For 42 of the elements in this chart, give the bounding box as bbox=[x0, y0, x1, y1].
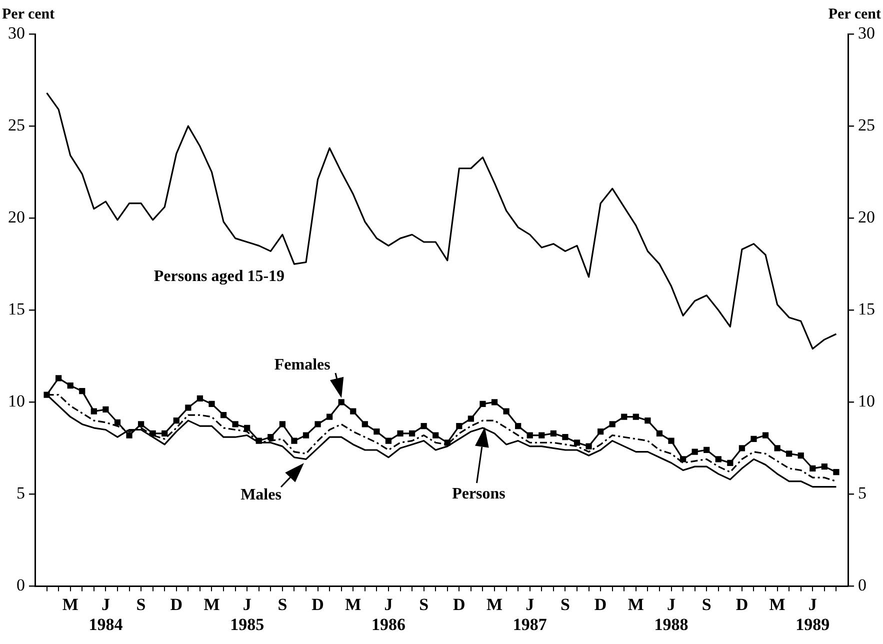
x-tick-label: M bbox=[628, 594, 644, 614]
x-tick-label: S bbox=[702, 594, 712, 614]
x-tick-label: S bbox=[136, 594, 146, 614]
annotation: Males bbox=[240, 486, 282, 504]
y-axis-title: Per cent bbox=[2, 6, 55, 22]
y-tick-label: 30 bbox=[8, 23, 25, 42]
x-tick-label: D bbox=[453, 594, 466, 614]
x-tick-label: J 1984 bbox=[88, 594, 124, 634]
x-tick-label: M bbox=[769, 594, 786, 614]
annotation: Females bbox=[274, 356, 330, 374]
y2-tick-label: 0 bbox=[858, 576, 866, 595]
y2-tick-label: 25 bbox=[858, 116, 875, 134]
y2-tick-label: 30 bbox=[858, 23, 875, 42]
y2-tick-label: 10 bbox=[858, 392, 875, 411]
x-tick-label: M bbox=[345, 594, 362, 614]
x-tick-label: J 1989 bbox=[796, 594, 830, 634]
y-tick-label: 10 bbox=[8, 392, 25, 411]
x-tick-label: J 1985 bbox=[230, 594, 264, 634]
annotation: Persons bbox=[452, 486, 506, 503]
x-tick-label: D bbox=[594, 594, 607, 614]
annotation: Persons aged 15-19 bbox=[154, 268, 285, 286]
x-tick-label: J 1986 bbox=[371, 594, 406, 634]
y2-tick-label: 5 bbox=[858, 484, 866, 503]
y2-axis-title: Per cent bbox=[828, 6, 881, 22]
x-tick-label: D bbox=[170, 594, 183, 614]
y2-tick-label: 20 bbox=[858, 208, 875, 227]
y2-tick-label: 15 bbox=[858, 300, 875, 319]
x-tick-label: S bbox=[419, 594, 429, 614]
y-tick-label: 0 bbox=[16, 576, 25, 595]
x-tick-label: S bbox=[278, 594, 288, 614]
y-tick-label: 20 bbox=[8, 208, 25, 227]
x-tick-label: M bbox=[62, 594, 78, 614]
y-tick-label: 5 bbox=[16, 484, 25, 503]
y-tick-label: 25 bbox=[8, 116, 25, 134]
x-tick-label: M bbox=[204, 594, 220, 614]
x-tick-label: M bbox=[486, 594, 503, 614]
x-tick-label: J 1988 bbox=[654, 594, 688, 634]
x-tick-label: D bbox=[736, 594, 748, 614]
x-tick-label: D bbox=[312, 594, 324, 614]
x-tick-label: S bbox=[560, 594, 570, 614]
x-tick-label: J 1987 bbox=[512, 594, 548, 634]
y-tick-label: 15 bbox=[8, 300, 25, 319]
